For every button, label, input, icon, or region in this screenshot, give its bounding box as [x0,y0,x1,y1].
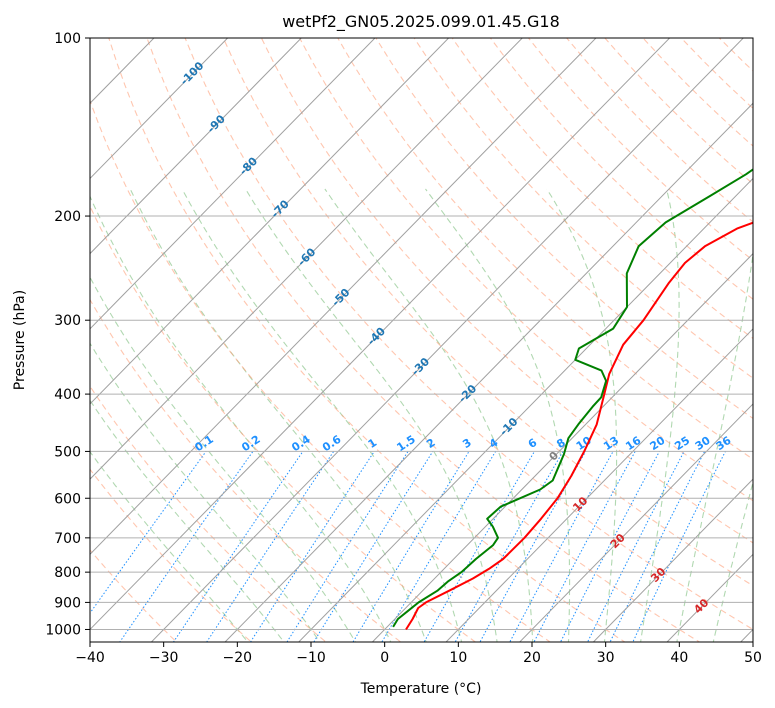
dry-adiabat [337,38,753,460]
sounding-profiles [392,168,753,631]
y-axis-label: Pressure (hPa) [12,290,28,390]
x-tick-label: −20 [223,650,253,666]
isotherm-line [150,38,745,642]
y-tick-label: 1000 [45,622,81,638]
x-tick-label: −30 [149,650,179,666]
isotherm-line [371,252,753,642]
chart-title: wetPf2_GN05.2025.099.01.45.G18 [282,12,560,32]
y-tick-label: 700 [54,531,81,547]
moist-adiabat [90,450,249,642]
dewpoint-profile [392,168,753,628]
y-axis-ticks: 100 200 300 400 500 600 700 800 900 1000 [45,31,90,638]
isotherm-line [90,38,376,330]
dry-adiabat [375,38,753,420]
isotherm-line [90,38,303,255]
y-tick-label: 100 [54,31,81,47]
isotherms [90,38,753,642]
plot-background [90,38,753,642]
x-tick-label: 10 [449,650,467,666]
dry-adiabats [90,38,753,642]
x-tick-label: 50 [744,650,762,666]
x-tick-label: −40 [75,650,105,666]
moist-adiabat [640,188,680,642]
y-tick-label: 200 [54,209,81,225]
x-axis-label: Temperature (°C) [360,681,482,697]
y-tick-label: 600 [54,491,81,507]
moist-adiabat [90,195,392,642]
dry-adiabat [90,204,477,642]
moist-adiabat [425,188,571,642]
x-axis-ticks: −40 −30 −20 −10 0 10 20 30 40 50 [75,642,762,666]
isotherm-line [90,38,597,556]
isotherm-line [519,403,753,642]
moist-adiabat [90,399,285,642]
dry-adiabat [90,468,253,642]
moist-adiabat [90,276,357,642]
isotherm-line [298,177,753,642]
x-tick-label: −10 [296,650,326,666]
isotherm-line [90,38,229,180]
x-tick-label: 0 [380,650,389,666]
dry-adiabat [90,549,178,642]
pressure-gridlines [90,38,753,630]
moist-adiabat [129,188,427,642]
y-tick-label: 300 [54,313,81,329]
moist-adiabat [245,188,498,642]
isotherm-line [224,102,753,642]
x-tick-label: 40 [670,650,688,666]
isotherm-line [90,38,524,480]
dry-adiabat [413,38,753,379]
y-tick-label: 900 [54,595,81,611]
y-tick-label: 400 [54,387,81,403]
isotherm-line [90,38,671,631]
moist-adiabat [712,480,753,642]
temperature-profile [405,221,753,631]
x-tick-label: 30 [597,650,615,666]
dry-adiabat [90,98,551,642]
isotherm-line [445,328,753,642]
dry-adiabat [146,38,701,642]
y-tick-label: 800 [54,565,81,581]
y-tick-label: 500 [54,444,81,460]
moist-adiabat [676,250,753,642]
x-tick-label: 20 [523,650,541,666]
dry-adiabat [184,38,753,631]
isotherm-line [592,478,753,642]
isotherm-line [90,38,450,405]
plot-frame [89,37,754,643]
